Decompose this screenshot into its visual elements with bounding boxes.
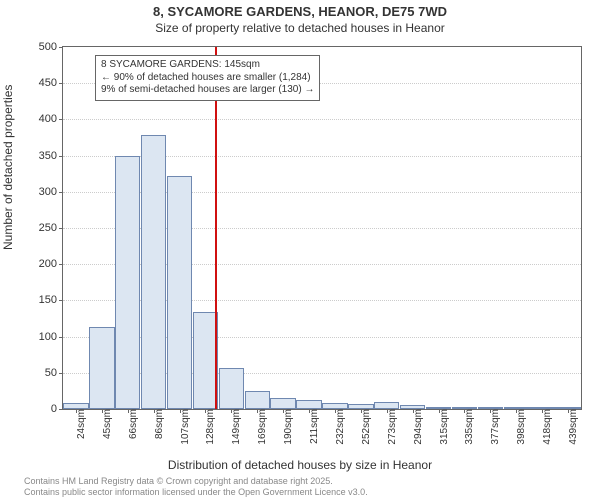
x-tick-label: 66sqm — [126, 409, 139, 439]
y-tick-label: 300 — [39, 186, 63, 198]
grid-line — [63, 119, 581, 120]
annotation-line: ← 90% of detached houses are smaller (1,… — [101, 72, 314, 85]
y-tick-label: 250 — [39, 222, 63, 234]
x-tick-label: 128sqm — [203, 409, 216, 445]
y-tick-label: 450 — [39, 77, 63, 89]
histogram-bar — [141, 135, 166, 409]
x-tick-label: 45sqm — [100, 409, 113, 439]
chart-subtitle: Size of property relative to detached ho… — [0, 21, 600, 35]
x-tick-label: 398sqm — [514, 409, 527, 445]
y-tick-label: 0 — [51, 403, 63, 415]
histogram-bar — [167, 176, 192, 409]
y-tick-label: 500 — [39, 41, 63, 53]
x-tick-label: 211sqm — [307, 409, 320, 444]
y-tick-label: 100 — [39, 331, 63, 343]
x-tick-label: 24sqm — [74, 409, 87, 439]
x-tick-label: 107sqm — [178, 409, 191, 445]
y-tick-label: 150 — [39, 294, 63, 306]
chart-title: 8, SYCAMORE GARDENS, HEANOR, DE75 7WD — [0, 4, 600, 19]
histogram-bar — [296, 400, 321, 409]
x-tick-label: 169sqm — [255, 409, 268, 445]
annotation-line: 9% of semi-detached houses are larger (1… — [101, 84, 314, 97]
y-tick-label: 400 — [39, 113, 63, 125]
histogram-bar — [245, 391, 270, 409]
footer-line: Contains HM Land Registry data © Crown c… — [24, 476, 368, 487]
footer-line: Contains public sector information licen… — [24, 487, 368, 498]
annotation-box: 8 SYCAMORE GARDENS: 145sqm ← 90% of deta… — [95, 55, 320, 101]
x-tick-label: 252sqm — [359, 409, 372, 445]
x-tick-label: 86sqm — [152, 409, 165, 439]
y-axis-label: Number of detached properties — [1, 85, 15, 250]
x-tick-label: 149sqm — [229, 409, 242, 445]
x-tick-label: 273sqm — [385, 409, 398, 445]
histogram-bar — [115, 156, 140, 409]
x-axis-label: Distribution of detached houses by size … — [0, 458, 600, 472]
plot-area: 05010015020025030035040045050024sqm45sqm… — [62, 46, 582, 410]
chart-footer: Contains HM Land Registry data © Crown c… — [24, 476, 368, 498]
x-tick-label: 315sqm — [437, 409, 450, 445]
x-tick-label: 418sqm — [540, 409, 553, 445]
x-tick-label: 335sqm — [462, 409, 475, 445]
chart-container: 8, SYCAMORE GARDENS, HEANOR, DE75 7WD Si… — [0, 0, 600, 500]
title-block: 8, SYCAMORE GARDENS, HEANOR, DE75 7WD Si… — [0, 4, 600, 35]
marker-line — [215, 47, 217, 409]
x-tick-label: 377sqm — [488, 409, 501, 445]
histogram-bar — [89, 327, 114, 409]
histogram-bar — [270, 398, 295, 409]
y-tick-label: 50 — [45, 367, 63, 379]
x-tick-label: 439sqm — [566, 409, 579, 445]
annotation-line: 8 SYCAMORE GARDENS: 145sqm — [101, 59, 314, 72]
histogram-bar — [219, 368, 244, 409]
y-tick-label: 350 — [39, 150, 63, 162]
x-tick-label: 294sqm — [411, 409, 424, 445]
y-tick-label: 200 — [39, 258, 63, 270]
histogram-bar — [374, 402, 399, 409]
x-tick-label: 232sqm — [333, 409, 346, 445]
x-tick-label: 190sqm — [281, 409, 294, 445]
